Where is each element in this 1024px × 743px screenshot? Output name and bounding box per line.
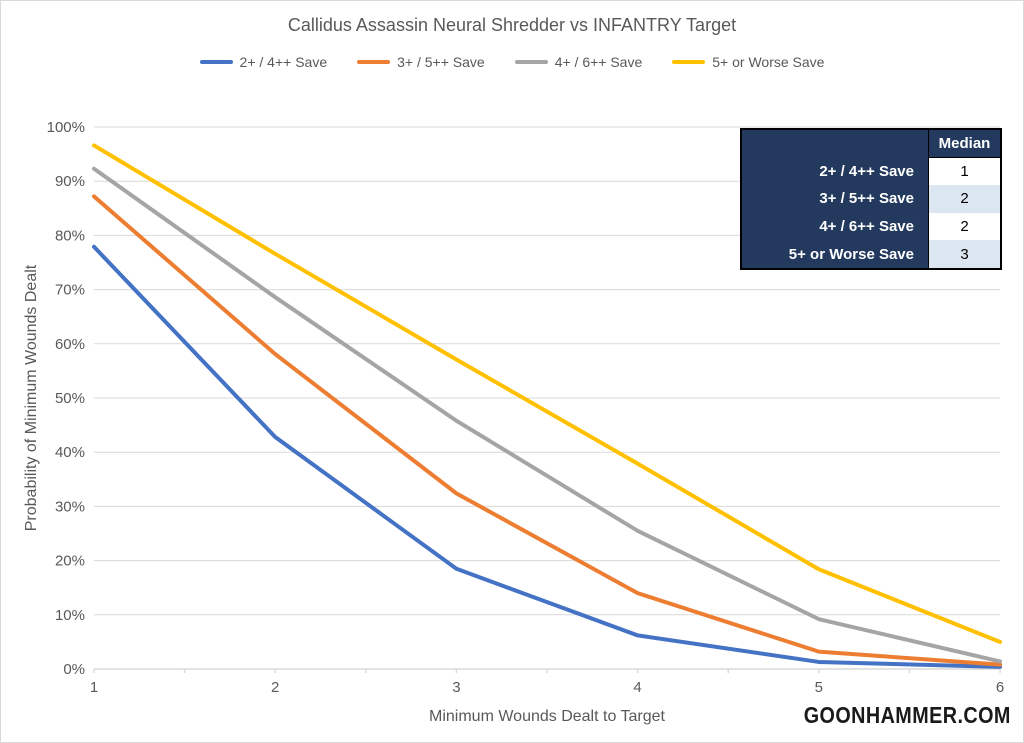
y-tick-label: 0% <box>63 661 85 678</box>
legend-label: 2+ / 4++ Save <box>239 54 328 70</box>
median-table: Median 2+ / 4++ Save 1 3+ / 5++ Save 2 4… <box>740 128 1002 270</box>
median-table-row-label: 5+ or Worse Save <box>742 240 928 268</box>
series-line-3[interactable] <box>92 143 1002 644</box>
legend-label: 3+ / 5++ Save <box>397 54 485 70</box>
x-tick-label: 5 <box>815 679 823 696</box>
series-line-2[interactable] <box>92 166 1002 664</box>
legend-line-swatch <box>199 59 233 65</box>
legend-item[interactable]: 2+ / 4++ Save <box>199 54 328 70</box>
legend-label: 5+ or Worse Save <box>712 54 825 70</box>
median-table-row-value: 2 <box>928 185 1000 213</box>
y-tick-label: 90% <box>55 173 85 190</box>
legend-item[interactable]: 4+ / 6++ Save <box>514 54 643 70</box>
y-tick-label: 20% <box>55 553 85 570</box>
y-tick-label: 80% <box>55 227 85 244</box>
y-tick-label: 40% <box>55 444 85 461</box>
x-tick-label: 3 <box>452 679 460 696</box>
median-table-header: Median <box>928 130 1000 158</box>
y-tick-label: 60% <box>55 336 85 353</box>
chart-title: Callidus Assassin Neural Shredder vs INF… <box>287 15 737 35</box>
legend-line-swatch <box>672 59 706 65</box>
legend-item[interactable]: 3+ / 5++ Save <box>357 54 485 70</box>
y-axis-title: Probability of Minimum Wounds Dealt <box>23 264 40 532</box>
series-line-0[interactable] <box>92 244 1002 669</box>
legend-label: 4+ / 6++ Save <box>554 54 643 70</box>
x-tick-label: 1 <box>90 679 98 696</box>
median-table-row-label: 4+ / 6++ Save <box>742 212 928 241</box>
median-table-row-value: 2 <box>928 212 1000 241</box>
legend-item[interactable]: 5+ or Worse Save <box>672 54 824 70</box>
series-line-1[interactable] <box>92 194 1002 667</box>
y-tick-label: 30% <box>55 498 85 515</box>
legend: 2+ / 4++ Save 3+ / 5++ Save 4+ / 6++ Sav… <box>1 54 1023 70</box>
x-tick-label: 4 <box>633 679 641 696</box>
y-tick-label: 70% <box>55 282 85 299</box>
x-axis: 1 2 3 4 5 6 <box>90 668 1004 696</box>
y-tick-label: 100% <box>47 119 85 136</box>
y-tick-label: 10% <box>55 607 85 624</box>
legend-line-swatch <box>514 59 548 65</box>
x-axis-title: Minimum Wounds Dealt to Target <box>429 708 665 725</box>
median-table-row-value: 1 <box>928 157 1000 186</box>
goonhammer-watermark: GOONHAMMER.COM <box>803 702 1011 728</box>
x-tick-label: 6 <box>996 679 1004 696</box>
y-tick-label: 50% <box>55 390 85 407</box>
legend-line-swatch <box>357 59 391 65</box>
median-table-row-label: 2+ / 4++ Save <box>742 157 928 186</box>
median-table-row-label: 3+ / 5++ Save <box>742 185 928 213</box>
median-table-row-value: 3 <box>928 240 1000 268</box>
y-tick-labels: 0% 10% 20% 30% 40% 50% 60% 70% 80% 90% 100% <box>47 119 85 678</box>
median-table-corner-cell <box>742 130 928 158</box>
x-tick-label: 2 <box>271 679 279 696</box>
